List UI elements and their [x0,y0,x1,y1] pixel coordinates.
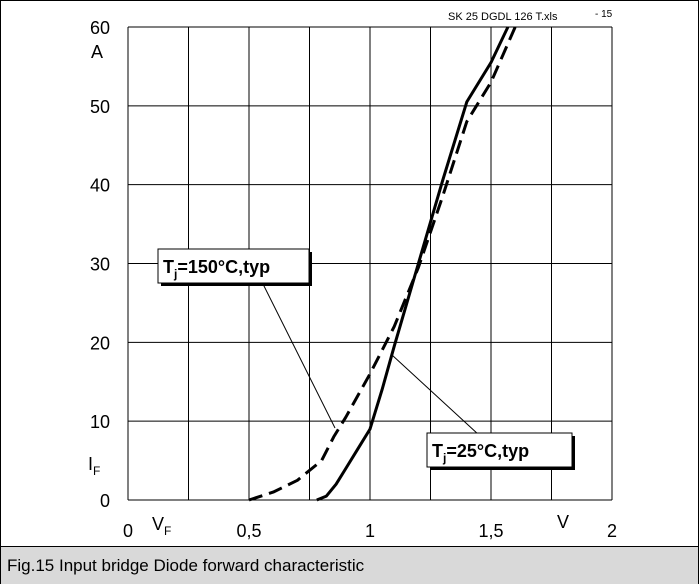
annotation-150-text: Tj=150°C,typ [163,257,270,281]
x-unit-label: V [557,512,569,532]
y-tick-label: 50 [90,97,110,117]
y-tick-label: 60 [90,18,110,38]
y-axis-label-sub: F [93,464,100,478]
series-line-tj25 [316,26,510,502]
figure-number: - 15 [595,9,613,20]
annotation-25-text: Tj=25°C,typ [432,441,529,465]
caption-bar: Fig.15 Input bridge Diode forward charac… [1,546,698,584]
x-axis-label-main: V [152,514,164,534]
annotation-25-box [426,432,573,468]
annotation-150-box [157,248,310,284]
annotation-150-shadow-bottom [161,283,312,286]
annotation-150-shadow [309,252,312,286]
y-axis-label-main: I [88,454,93,474]
series-lines [248,26,517,502]
x-tick-labels: 0 0,5 1 1,5 2 [123,521,617,541]
y-axis-label: IF [88,454,100,478]
x-tick-label: 1,5 [478,521,503,541]
y-tick-label: 20 [90,333,110,353]
y-tick-label: 30 [90,255,110,275]
annotation-25-shadow [572,436,575,470]
y-tick-label: 0 [100,491,110,511]
file-label: SK 25 DGDL 126 T.xls [448,11,558,23]
annotation-leader-150 [261,281,336,429]
y-tick-label: 10 [90,412,110,432]
annotation-25-shadow-bottom [430,467,575,470]
annotation-25: Tj=25°C,typ [426,432,575,470]
series-line-tj150 [248,26,517,502]
x-tick-label: 1 [365,521,375,541]
x-axis-label: VF [152,514,171,538]
x-axis-label-sub: F [164,524,171,538]
y-tick-label: 40 [90,176,110,196]
annotation-150: Tj=150°C,typ [157,248,312,286]
x-tick-label: 0,5 [236,521,261,541]
y-tick-labels: 0 10 20 30 40 50 60 [90,18,110,511]
figure-caption: Fig.15 Input bridge Diode forward charac… [7,556,365,575]
grid [127,26,613,501]
x-tick-label: 0 [123,521,133,541]
x-tick-label: 2 [607,521,617,541]
y-unit-label: A [91,42,103,62]
annotation-leader-25 [391,354,480,436]
